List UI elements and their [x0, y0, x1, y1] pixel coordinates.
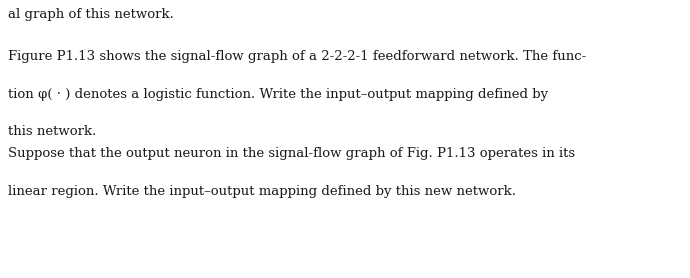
- Text: tion φ( · ) denotes a logistic function. Write the input–output mapping defined : tion φ( · ) denotes a logistic function.…: [8, 88, 549, 101]
- Text: this network.: this network.: [8, 125, 97, 138]
- Text: al graph of this network.: al graph of this network.: [8, 8, 174, 21]
- Text: Figure P1.13 shows the signal-flow graph of a 2-2-2-1 feedforward network. The f: Figure P1.13 shows the signal-flow graph…: [8, 50, 586, 63]
- Text: linear region. Write the input–output mapping defined by this new network.: linear region. Write the input–output ma…: [8, 185, 516, 198]
- Text: Suppose that the output neuron in the signal-flow graph of Fig. P1.13 operates i: Suppose that the output neuron in the si…: [8, 147, 575, 160]
